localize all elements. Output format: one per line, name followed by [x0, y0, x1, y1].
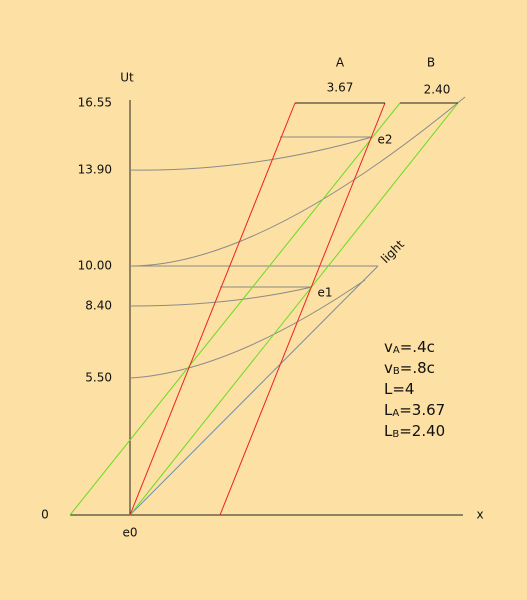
- hyperbola: [129, 96, 466, 267]
- note: LA=3.67: [384, 401, 445, 420]
- event-label: e1: [317, 286, 332, 300]
- note-sub: B: [392, 429, 399, 440]
- note-rest: =4: [392, 380, 414, 398]
- hyperbola: [129, 136, 373, 171]
- note-var: L: [384, 380, 393, 398]
- note-var: v: [384, 338, 393, 356]
- frame-b-line: [129, 102, 459, 516]
- tick-label: 16.55: [78, 96, 112, 110]
- tick-label: 5.50: [85, 371, 112, 385]
- note-var: L: [384, 422, 393, 440]
- frame-length: 2.40: [424, 83, 451, 97]
- hyperbola: [129, 279, 366, 379]
- note-rest: =2.40: [399, 422, 445, 440]
- note-sub: A: [392, 408, 399, 419]
- frame-a-line: [219, 102, 386, 516]
- hyperbola: [129, 286, 313, 307]
- tick-label: 13.90: [78, 163, 112, 177]
- note-rest: =3.67: [399, 401, 445, 419]
- frame-a-line: [129, 102, 296, 516]
- note: vB=.8c: [384, 359, 435, 378]
- frame-name: A: [336, 56, 345, 70]
- light-ray: [129, 265, 379, 516]
- note-var: v: [384, 359, 393, 377]
- y-label: Ut: [120, 71, 134, 85]
- note: vA=.4c: [384, 338, 435, 357]
- frame-name: B: [427, 56, 435, 70]
- origin-label: 0: [41, 508, 49, 522]
- note-rest: =.8c: [400, 359, 435, 377]
- event-label: e0: [122, 526, 137, 540]
- note-sub: B: [393, 366, 400, 377]
- note-var: L: [384, 401, 393, 419]
- frame-length: 3.67: [327, 81, 354, 95]
- note-rest: =.4c: [400, 338, 435, 356]
- x-label: x: [476, 508, 483, 522]
- note: L=4: [384, 380, 414, 398]
- tick-label: 8.40: [85, 299, 112, 313]
- frame-b-line: [69, 102, 401, 516]
- note-sub: A: [393, 345, 400, 356]
- tick-label: 10.00: [78, 259, 112, 273]
- note: LB=2.40: [384, 422, 445, 441]
- event-label: e2: [377, 133, 392, 147]
